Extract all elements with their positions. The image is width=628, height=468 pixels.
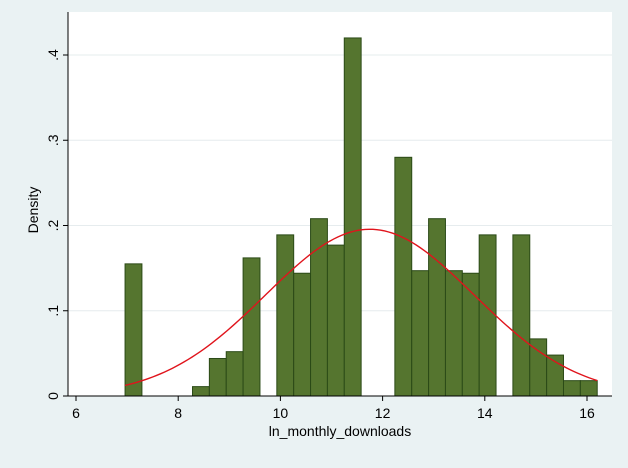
histogram-bar-20 xyxy=(579,380,598,397)
histogram-bars xyxy=(124,37,598,397)
histogram-bar-17 xyxy=(529,338,548,397)
histogram-bar-13 xyxy=(444,270,463,397)
histogram-bar-9 xyxy=(343,37,362,397)
x-tick-label-4: 14 xyxy=(477,405,493,421)
histogram-bar-8 xyxy=(326,244,345,397)
histogram-bar-3 xyxy=(225,351,244,397)
y-tick-label-1: .1 xyxy=(45,305,61,317)
histogram-bar-6 xyxy=(293,272,312,397)
tick-labels: 6 8 10 12 14 16 0 .1 .2 .3 .4 xyxy=(45,49,595,421)
x-tick-label-3: 12 xyxy=(375,405,391,421)
y-tick-label-4: .4 xyxy=(45,49,61,61)
x-axis-title: ln_monthly_downloads xyxy=(269,423,411,439)
histogram-bar-12 xyxy=(428,218,446,397)
histogram-bar-16 xyxy=(512,234,531,397)
histogram-bar-2 xyxy=(208,357,227,397)
axes xyxy=(63,12,612,401)
histogram-bar-10 xyxy=(394,156,413,397)
x-tick-label-1: 8 xyxy=(174,405,182,421)
y-tick-label-2: .2 xyxy=(45,219,61,231)
x-tick-label-2: 10 xyxy=(273,405,289,421)
histogram-bar-7 xyxy=(310,218,328,397)
y-tick-label-3: .3 xyxy=(45,134,61,146)
histogram-bar-19 xyxy=(562,380,581,397)
y-axis-title: Density xyxy=(25,187,41,234)
y-tick-label-0: 0 xyxy=(45,392,61,400)
x-tick-label-0: 6 xyxy=(72,405,80,421)
histogram-bar-5 xyxy=(276,234,295,397)
histogram-bar-0 xyxy=(124,263,143,397)
histogram-bar-1 xyxy=(192,386,210,397)
histogram-bar-4 xyxy=(242,257,261,397)
histogram-bar-15 xyxy=(478,234,497,397)
normal-density-curve xyxy=(124,228,598,387)
histogram-bar-11 xyxy=(411,270,430,397)
x-tick-label-5: 16 xyxy=(579,405,595,421)
